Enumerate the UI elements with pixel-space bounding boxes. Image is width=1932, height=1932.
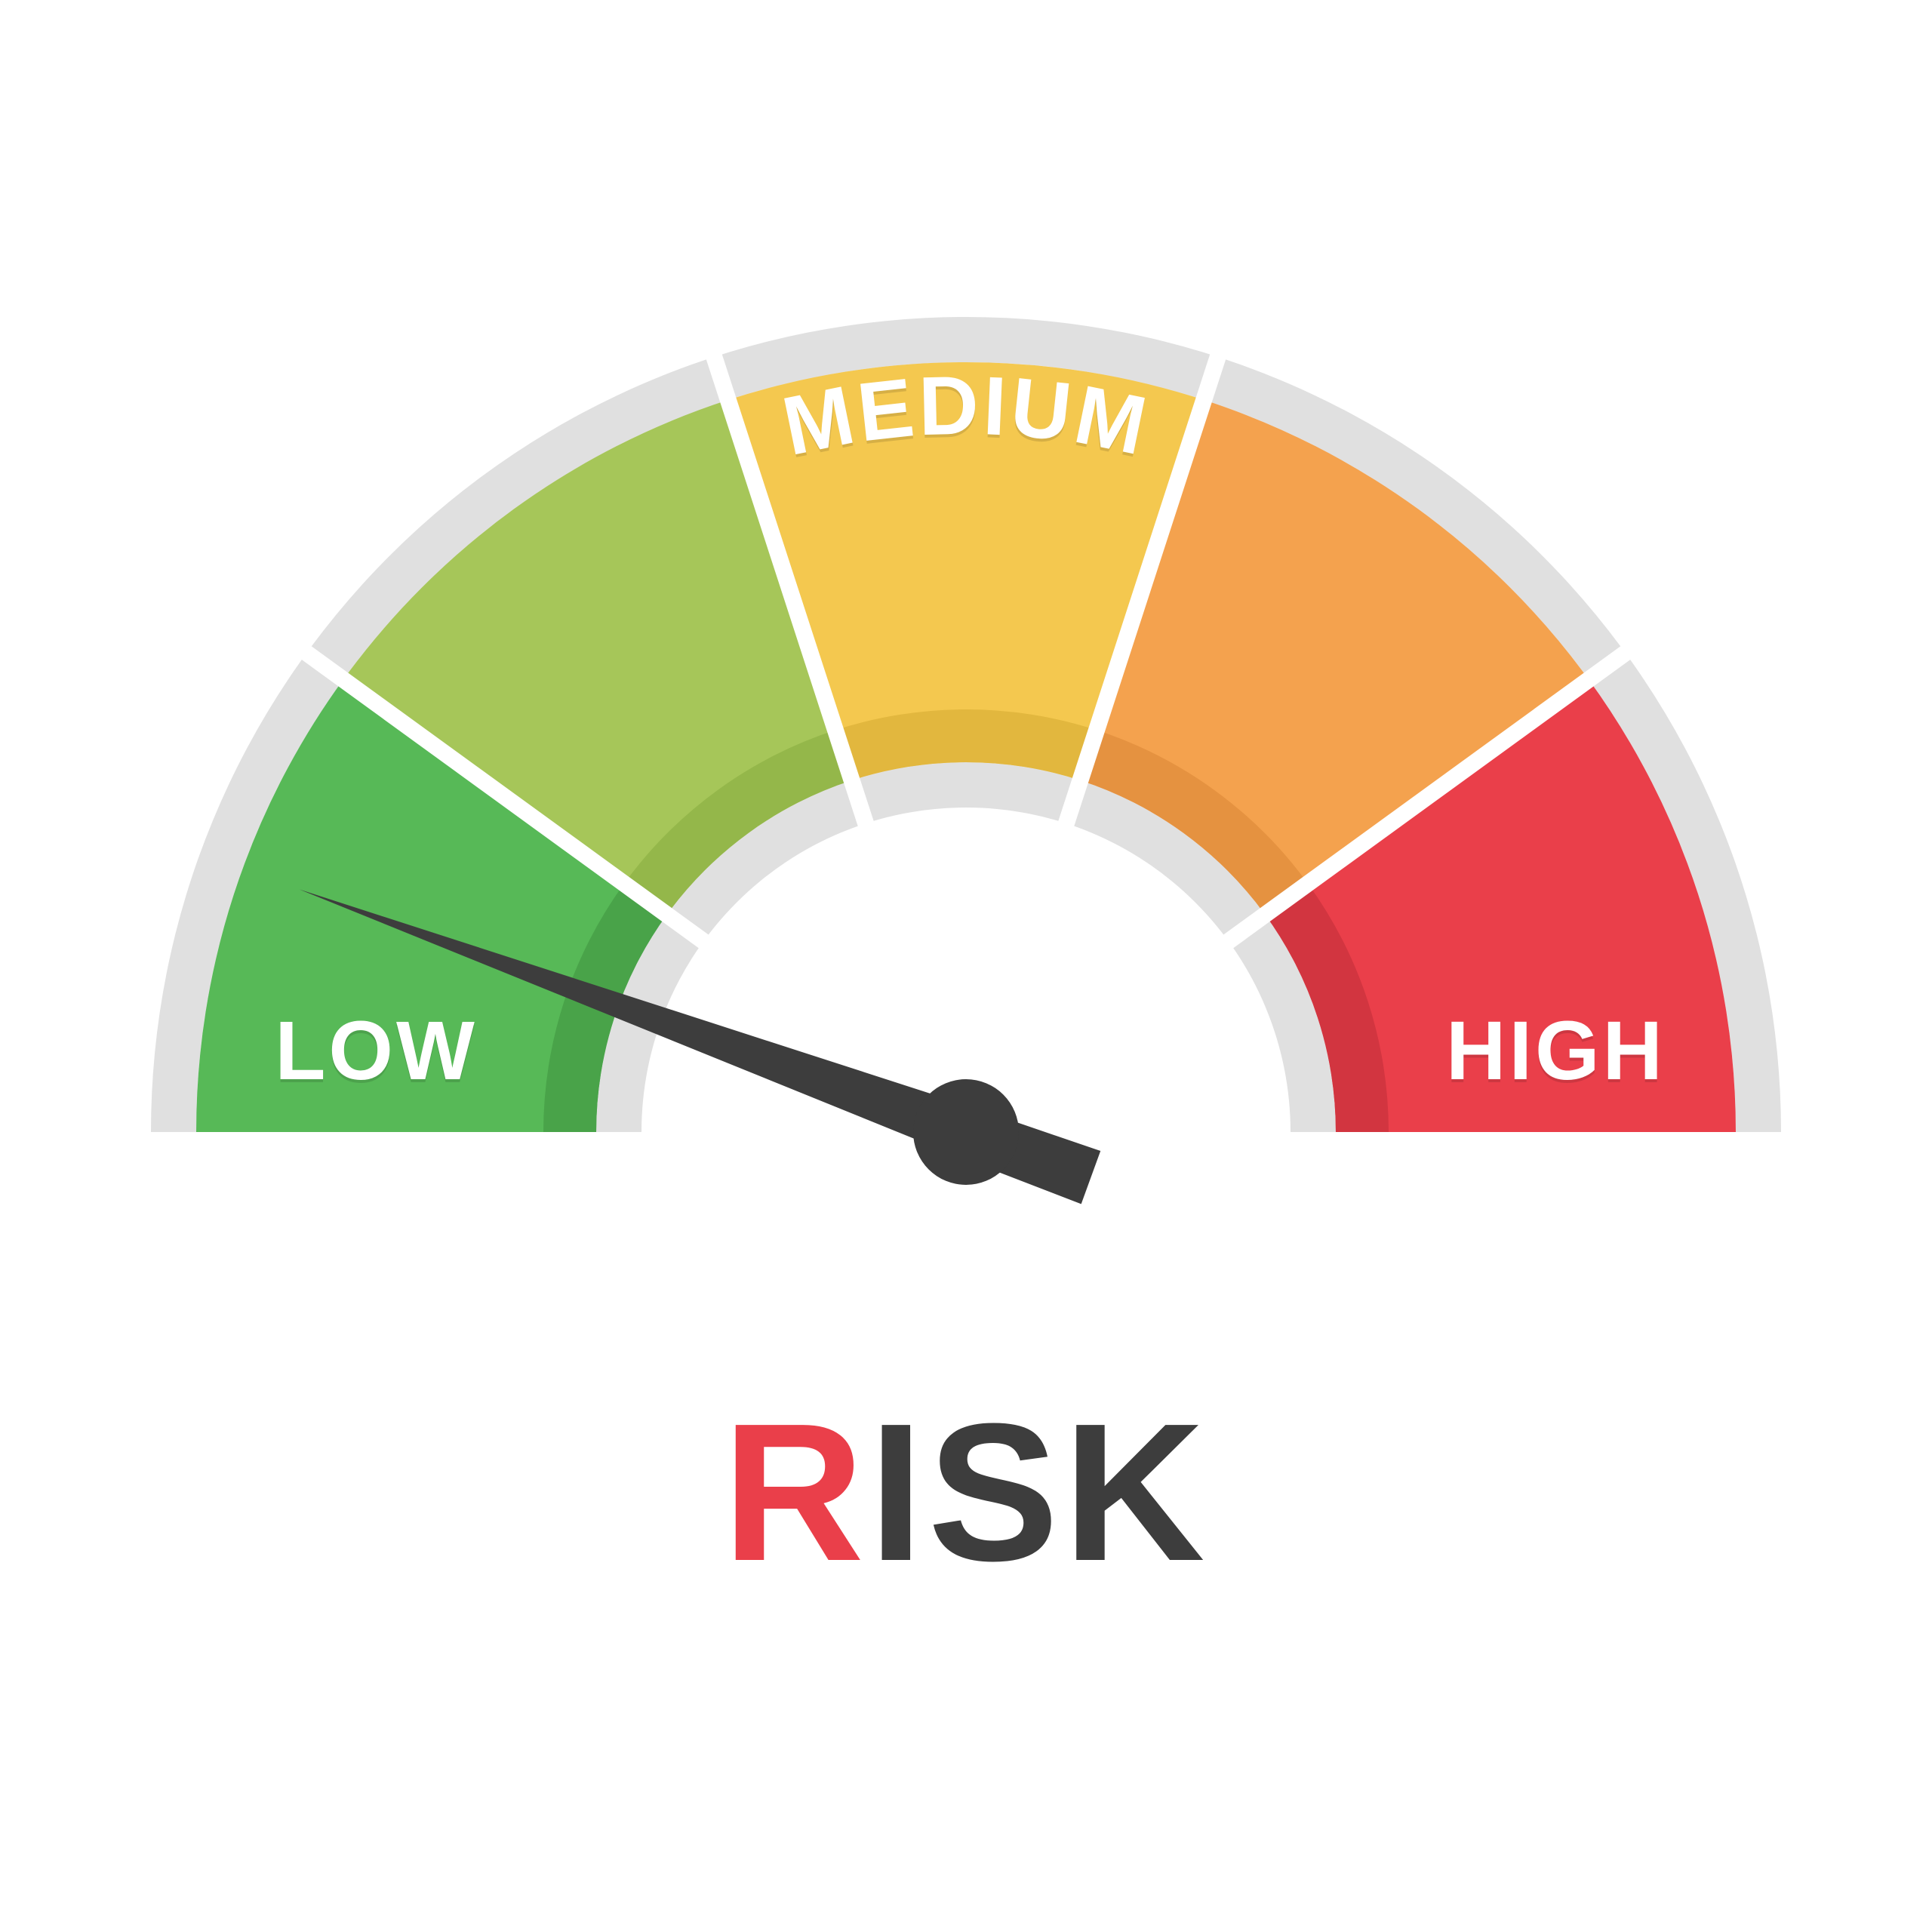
gauge-label-high: HIGH [1446,1004,1666,1097]
gauge-needle-hub [913,1079,1019,1185]
gauge-title: RISK [722,1383,1209,1602]
risk-gauge: MEDIUMLOWHIGHRISK [0,0,1932,1932]
gauge-label-low: LOW [275,1004,478,1097]
gauge-stage: MEDIUMLOWHIGHRISK [0,0,1932,1932]
